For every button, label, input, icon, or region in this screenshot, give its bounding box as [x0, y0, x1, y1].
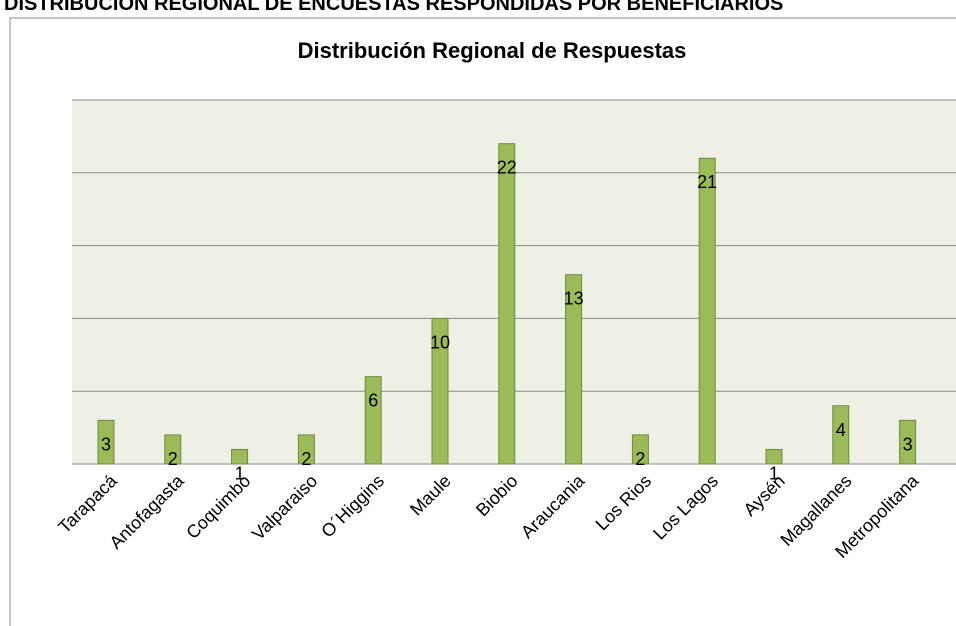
data-label: 3 — [903, 434, 913, 454]
bar — [498, 143, 516, 465]
page-heading: DISTRIBUCIÓN REGIONAL DE ENCUESTAS RESPO… — [4, 0, 783, 15]
data-label: 1 — [235, 463, 245, 483]
bar — [431, 317, 449, 465]
bar — [765, 448, 783, 465]
bar — [899, 419, 917, 465]
data-label: 2 — [635, 449, 645, 469]
data-label: 1 — [769, 463, 779, 483]
data-label: 4 — [836, 420, 846, 440]
data-label: 22 — [497, 158, 517, 178]
data-label: 6 — [368, 391, 378, 411]
bar — [565, 274, 583, 465]
bar — [97, 419, 115, 465]
data-label: 10 — [430, 332, 450, 352]
data-label: 13 — [564, 289, 584, 309]
data-label: 21 — [697, 172, 717, 192]
data-label: 3 — [101, 434, 111, 454]
bar — [631, 434, 649, 465]
bar — [364, 376, 382, 465]
bar — [698, 157, 716, 465]
chart-title: Distribución Regional de Respuestas — [298, 38, 687, 63]
bar — [832, 405, 850, 465]
data-label: 2 — [168, 449, 178, 469]
bar — [231, 448, 249, 465]
data-label: 2 — [301, 449, 311, 469]
bar — [164, 434, 182, 465]
bar — [297, 434, 315, 465]
